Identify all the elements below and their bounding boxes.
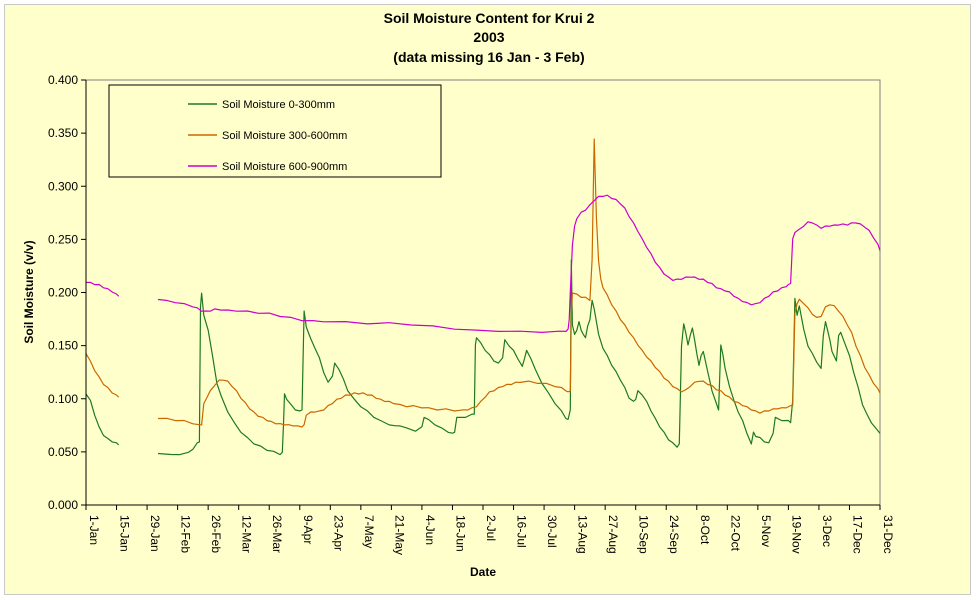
series-layer [85,138,881,456]
chart-title-line-3: (data missing 16 Jan - 3 Feb) [393,49,584,65]
chart-title-line-1: Soil Moisture Content for Krui 2 [384,10,595,26]
x-axis-label: Date [470,565,496,579]
legend: Soil Moisture 0-300mm Soil Moisture 300-6… [108,84,442,178]
y-tick-label: 0.400 [48,73,78,87]
x-tick-label: 29-Jan [148,515,162,552]
chart-title-group: Soil Moisture Content for Krui 2 2003 (d… [384,10,595,65]
y-tick-label: 0.250 [48,232,78,246]
x-tick-label: 10-Sep [637,515,651,554]
legend-box [108,84,442,178]
series-line-2-segment-1 [85,353,120,398]
legend-label-3: Soil Moisture 600-900mm [222,161,347,173]
x-tick-label: 3-Dec [820,515,834,547]
x-tick-label: 1-Jan [87,515,101,545]
legend-label-2: Soil Moisture 300-600mm [222,130,347,142]
x-tick-label: 7-May [362,515,376,548]
x-tick-label: 21-May [392,515,406,555]
chart-svg: Soil Moisture Content for Krui 2 2003 (d… [22,10,895,579]
legend-label-1: Soil Moisture 0-300mm [222,99,335,111]
y-tick-label: 0.050 [48,445,78,459]
x-tick-label: 2-Jul [484,515,498,541]
x-tick-label: 22-Oct [728,515,742,552]
x-tick-label: 23-Apr [331,515,345,551]
y-tick-label: 0.000 [48,498,78,512]
x-tick-label: 15-Jan [118,515,132,552]
y-tick-label: 0.100 [48,392,78,406]
y-tick-label: 0.200 [48,286,78,300]
x-tick-label: 30-Jul [545,515,559,548]
x-tick-label: 16-Jul [515,515,529,548]
x-tick-label: 26-Feb [209,515,223,553]
y-tick-label: 0.300 [48,179,78,193]
x-tick-label: 27-Aug [606,515,620,554]
ticks-layer: 0.000 0.050 0.100 0.150 0.200 0.250 0.300 0.350… [48,73,895,555]
series-line-1-segment-1 [85,393,120,446]
x-tick-label: 13-Aug [576,515,590,554]
y-tick-label: 0.150 [48,339,78,353]
chart-title-line-2: 2003 [473,29,504,45]
x-tick-label: 18-Jun [453,515,467,552]
x-tick-label: 4-Jun [423,515,437,545]
x-tick-label: 8-Oct [698,515,712,545]
series-line-2-segment-2 [157,138,881,428]
series-line-1-segment-2 [157,259,881,456]
series-line-3-segment-1 [85,281,120,297]
x-tick-label: 9-Apr [301,515,315,544]
x-tick-label: 5-Nov [759,515,773,547]
series-line-3-segment-2 [157,194,881,333]
y-axis-label: Soil Moisture (v/v) [22,240,36,343]
x-tick-label: 26-Mar [270,515,284,553]
x-tick-label: 24-Sep [667,515,681,554]
x-tick-label: 17-Dec [850,515,864,554]
x-tick-label: 12-Feb [179,515,193,553]
x-tick-label: 31-Dec [881,515,895,554]
chart-frame: Soil Moisture Content for Krui 2 2003 (d… [4,4,971,595]
y-tick-label: 0.350 [48,126,78,140]
x-tick-label: 12-Mar [240,515,254,553]
legend-items: Soil Moisture 0-300mm Soil Moisture 300-6… [188,99,347,173]
x-tick-label: 19-Nov [789,515,803,554]
